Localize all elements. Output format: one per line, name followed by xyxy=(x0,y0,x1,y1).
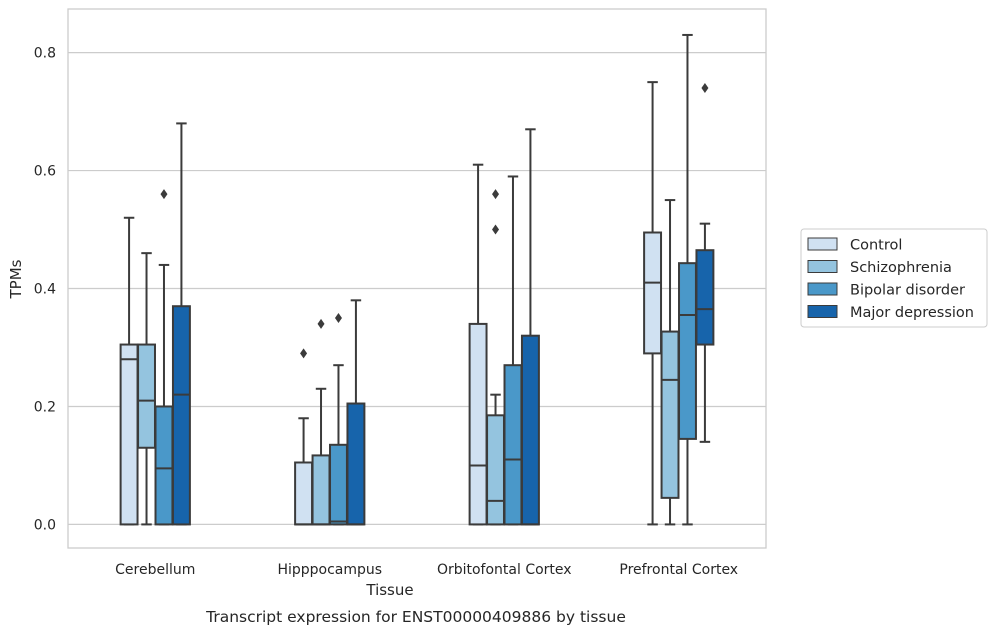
iqr-box xyxy=(329,443,348,526)
legend-swatch xyxy=(807,305,838,318)
x-tick-labels: Cerebellum Hipppocampus Orbitofontal Corte… xyxy=(115,562,738,578)
outlier-point xyxy=(300,348,308,359)
outlier-point xyxy=(492,189,500,200)
legend-label: Schizophrenia xyxy=(850,260,952,276)
iqr-box xyxy=(468,322,488,526)
iqr-box xyxy=(660,330,680,499)
iqr-box xyxy=(643,231,663,355)
legend-box xyxy=(800,228,988,328)
y-tick-label: 0.0 xyxy=(34,517,56,533)
box xyxy=(137,252,156,526)
legend-label: Major depression xyxy=(850,305,974,321)
y-tick-label: 0.6 xyxy=(34,164,56,180)
iqr-box xyxy=(294,461,314,526)
y-axis-label: TPMs xyxy=(7,259,25,299)
outlier-point xyxy=(492,224,500,235)
legend-swatch xyxy=(807,260,838,273)
iqr-box xyxy=(119,343,139,526)
iqr-box xyxy=(520,334,540,526)
iqr-box xyxy=(695,249,715,346)
outlier-point xyxy=(160,189,168,200)
x-axis-label: Tissue xyxy=(365,581,413,599)
iqr-box xyxy=(678,262,697,440)
iqr-box xyxy=(171,305,191,526)
box xyxy=(695,83,715,443)
outlier-point xyxy=(701,83,709,94)
legend-label: Control xyxy=(850,238,902,254)
box xyxy=(171,122,191,526)
iqr-box xyxy=(137,343,156,449)
legend: Control Schizophrenia Bipolar disorder Majo… xyxy=(800,228,988,328)
chart-caption: Transcript expression for ENST0000040988… xyxy=(205,608,626,626)
box-groups xyxy=(119,33,715,526)
x-tick-label: Prefrontal Cortex xyxy=(619,562,738,578)
x-tick-label: Orbitofontal Cortex xyxy=(437,562,572,578)
box xyxy=(486,189,505,526)
y-tick-label: 0.2 xyxy=(34,399,56,415)
y-tick-labels: 0.0 0.2 0.4 0.6 0.8 xyxy=(34,46,56,534)
box xyxy=(643,81,663,526)
box xyxy=(520,128,540,526)
box xyxy=(678,33,697,526)
x-tick-label: Hipppocampus xyxy=(277,562,382,578)
outlier-point xyxy=(334,313,342,324)
box xyxy=(329,313,348,526)
iqr-box xyxy=(346,402,366,526)
iqr-box xyxy=(154,405,174,526)
x-tick-label: Cerebellum xyxy=(115,562,195,578)
iqr-box xyxy=(486,414,505,526)
outlier-point xyxy=(317,318,325,329)
box xyxy=(119,216,139,526)
iqr-box xyxy=(503,364,523,526)
legend-swatch xyxy=(807,237,838,251)
y-tick-label: 0.8 xyxy=(34,46,56,62)
legend-swatch xyxy=(807,282,838,296)
box xyxy=(346,299,366,526)
iqr-box xyxy=(311,454,331,526)
y-tick-label: 0.4 xyxy=(34,282,56,298)
legend-label: Bipolar disorder xyxy=(850,283,965,299)
